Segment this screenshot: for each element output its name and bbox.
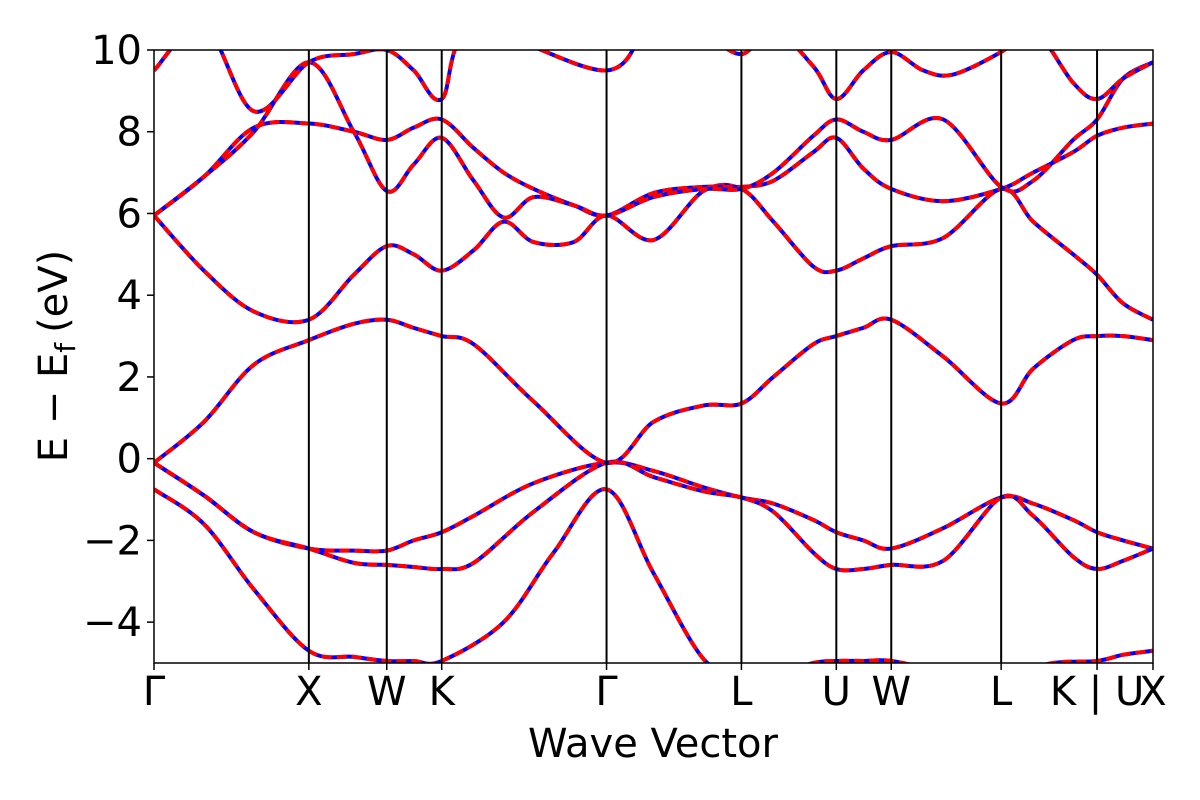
x-tick-label-4: K — [429, 669, 457, 715]
kpoint-lines — [307, 50, 1099, 663]
band-1-solid-line — [154, 487, 1153, 663]
x-tick-label-7: U — [822, 669, 851, 715]
y-tick-label: 6 — [117, 191, 142, 237]
band-6-solid-line — [154, 116, 1153, 218]
y-axis-title-main: E − E — [31, 353, 77, 463]
y-tick-label: −4 — [83, 600, 142, 646]
y-tick-label: 2 — [117, 355, 142, 401]
y-tick-label: 10 — [91, 28, 142, 74]
x-tick-label-11: X — [1139, 669, 1166, 715]
band-4-dashed-line — [154, 316, 1153, 465]
band-7-dashed-line — [154, 60, 1153, 220]
x-tick-label-1: Γ — [143, 669, 166, 715]
band-3-dashed-line — [154, 459, 1153, 573]
y-axis: −4 −2 0 2 4 6 8 10 — [83, 28, 154, 646]
y-axis-title-unit: (eV) — [31, 250, 77, 333]
band-2-dashed-line — [154, 460, 1153, 554]
y-tick-label: 8 — [117, 110, 142, 156]
plot-frame — [153, 49, 1154, 664]
band-5-solid-line — [154, 182, 1153, 325]
band-6-dashed-line — [154, 116, 1153, 218]
band-8-dashed-line — [154, 50, 1153, 114]
band-5-dashed-line — [154, 182, 1153, 325]
x-tick-label-8: W — [871, 669, 911, 715]
band-3-solid-line — [154, 459, 1153, 573]
bands-layer — [154, 50, 1153, 663]
x-axis-title: Wave Vector — [528, 721, 779, 767]
y-tick-label: 0 — [117, 437, 142, 483]
y-tick-label: −2 — [83, 518, 142, 564]
y-tick-label: 4 — [117, 273, 142, 319]
x-tick-label-5: Γ — [595, 669, 618, 715]
x-tick-label-2: X — [295, 669, 322, 715]
x-tick-label-3: W — [367, 669, 407, 715]
y-axis-title-subscript: f — [49, 342, 82, 353]
y-axis-title: E − Ef (eV) — [31, 250, 82, 463]
x-tick-label-10: K | U — [1050, 669, 1144, 715]
x-tick-label-6: L — [730, 669, 753, 715]
x-tick-label-9: L — [990, 669, 1013, 715]
